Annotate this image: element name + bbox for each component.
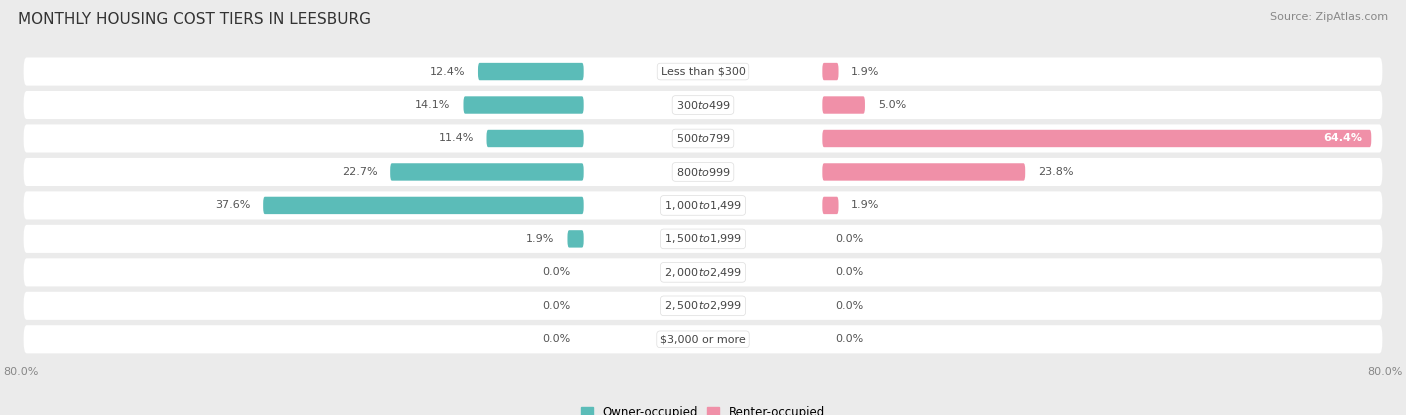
Text: $1,500 to $1,999: $1,500 to $1,999 bbox=[664, 232, 742, 245]
FancyBboxPatch shape bbox=[263, 197, 583, 214]
FancyBboxPatch shape bbox=[486, 130, 583, 147]
FancyBboxPatch shape bbox=[24, 58, 1382, 85]
Text: $2,500 to $2,999: $2,500 to $2,999 bbox=[664, 299, 742, 312]
Text: 1.9%: 1.9% bbox=[526, 234, 555, 244]
Text: 0.0%: 0.0% bbox=[835, 234, 863, 244]
Text: 0.0%: 0.0% bbox=[543, 334, 571, 344]
FancyBboxPatch shape bbox=[24, 124, 1382, 153]
Text: 0.0%: 0.0% bbox=[835, 334, 863, 344]
FancyBboxPatch shape bbox=[478, 63, 583, 80]
Text: $3,000 or more: $3,000 or more bbox=[661, 334, 745, 344]
FancyBboxPatch shape bbox=[823, 197, 838, 214]
Text: MONTHLY HOUSING COST TIERS IN LEESBURG: MONTHLY HOUSING COST TIERS IN LEESBURG bbox=[18, 12, 371, 27]
Legend: Owner-occupied, Renter-occupied: Owner-occupied, Renter-occupied bbox=[576, 401, 830, 415]
Text: 11.4%: 11.4% bbox=[439, 134, 474, 144]
Text: Less than $300: Less than $300 bbox=[661, 66, 745, 76]
Text: $1,000 to $1,499: $1,000 to $1,499 bbox=[664, 199, 742, 212]
FancyBboxPatch shape bbox=[24, 325, 1382, 353]
Text: 1.9%: 1.9% bbox=[851, 66, 880, 76]
Text: 23.8%: 23.8% bbox=[1038, 167, 1074, 177]
FancyBboxPatch shape bbox=[823, 130, 1371, 147]
FancyBboxPatch shape bbox=[464, 96, 583, 114]
FancyBboxPatch shape bbox=[24, 258, 1382, 286]
FancyBboxPatch shape bbox=[823, 96, 865, 114]
Text: 37.6%: 37.6% bbox=[215, 200, 250, 210]
Text: 12.4%: 12.4% bbox=[430, 66, 465, 76]
Text: 0.0%: 0.0% bbox=[543, 267, 571, 277]
Text: 0.0%: 0.0% bbox=[543, 301, 571, 311]
Text: $500 to $799: $500 to $799 bbox=[675, 132, 731, 144]
FancyBboxPatch shape bbox=[823, 63, 838, 80]
Text: 22.7%: 22.7% bbox=[342, 167, 377, 177]
FancyBboxPatch shape bbox=[568, 230, 583, 248]
Text: $2,000 to $2,499: $2,000 to $2,499 bbox=[664, 266, 742, 279]
Text: 0.0%: 0.0% bbox=[835, 301, 863, 311]
FancyBboxPatch shape bbox=[823, 163, 1025, 181]
FancyBboxPatch shape bbox=[24, 91, 1382, 119]
Text: 0.0%: 0.0% bbox=[835, 267, 863, 277]
Text: 1.9%: 1.9% bbox=[851, 200, 880, 210]
Text: $300 to $499: $300 to $499 bbox=[675, 99, 731, 111]
Text: 14.1%: 14.1% bbox=[415, 100, 451, 110]
FancyBboxPatch shape bbox=[24, 191, 1382, 220]
Text: 64.4%: 64.4% bbox=[1323, 134, 1362, 144]
FancyBboxPatch shape bbox=[24, 292, 1382, 320]
Text: 5.0%: 5.0% bbox=[877, 100, 905, 110]
FancyBboxPatch shape bbox=[24, 158, 1382, 186]
Text: $800 to $999: $800 to $999 bbox=[675, 166, 731, 178]
FancyBboxPatch shape bbox=[24, 225, 1382, 253]
FancyBboxPatch shape bbox=[391, 163, 583, 181]
Text: Source: ZipAtlas.com: Source: ZipAtlas.com bbox=[1270, 12, 1388, 22]
